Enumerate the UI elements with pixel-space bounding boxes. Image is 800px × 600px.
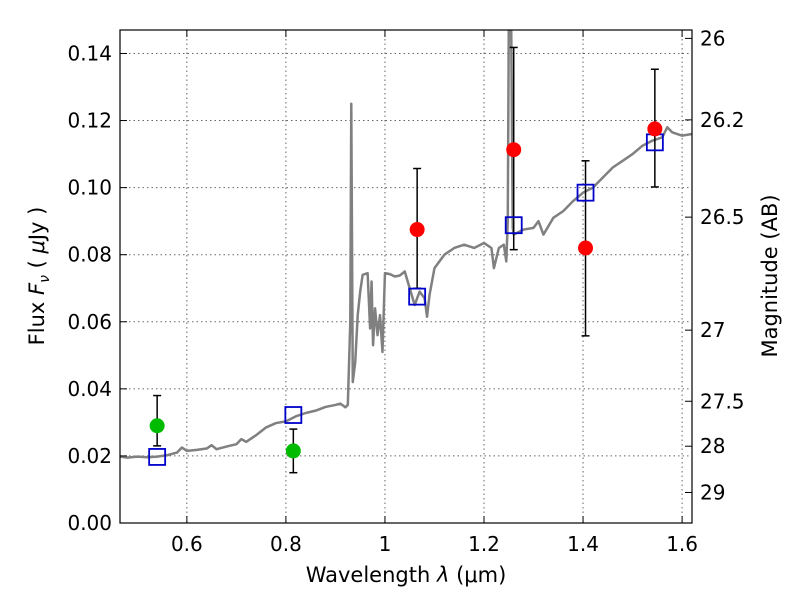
y2-tick-label: 26.2 [700,108,745,132]
model-square-marker [284,406,303,424]
observed-point-marker [285,443,301,459]
right-axis-label: Magnitude (AB) [758,194,782,357]
observed-point-marker [409,222,425,238]
model-square-marker [576,183,595,202]
y2-tick-label: 27 [700,318,725,342]
y-tick-label: 0.10 [67,176,112,200]
y-axis-label: Flux Fν ( μJy ) [25,207,53,346]
observed-point-marker [647,121,663,137]
observed-point-marker [578,240,594,256]
x-tick-label: 1 [379,532,392,556]
y-tick-label: 0.00 [67,511,112,535]
plot-frame [119,29,693,524]
x-tick-label: 0.8 [270,532,302,556]
x-tick-label: 1.2 [468,532,500,556]
model-square-marker [408,287,427,306]
y-tick-label: 0.02 [67,444,112,468]
model-square-marker [504,216,523,235]
x-axis-label: Wavelength λ (μm) [306,563,507,587]
y2-tick-label: 26.5 [700,205,745,229]
y-tick-label: 0.12 [67,109,112,133]
observed-point-marker [506,142,522,158]
observed-point-marker [149,418,165,434]
y2-tick-label: 26 [700,26,725,50]
y2-tick-label: 29 [700,480,725,504]
y-tick-label: 0.04 [67,377,112,401]
y2-tick-label: 27.5 [700,389,745,413]
spectrum-line [120,30,692,459]
y-tick-label: 0.06 [67,310,112,334]
x-tick-label: 0.6 [171,532,203,556]
y-tick-label: 0.14 [67,41,112,65]
x-tick-label: 1.4 [567,532,599,556]
model-square-marker [148,448,167,466]
series-layer [120,30,692,474]
x-tick-label: 1.6 [666,532,698,556]
y-tick-label: 0.08 [67,243,112,267]
y2-tick-label: 28 [700,434,725,458]
ticks-layer: 0.6 0.8 1 1.2 1.4 1.6 0.00 0.02 0.04 0.06 0.08 0.10… [67,26,744,556]
